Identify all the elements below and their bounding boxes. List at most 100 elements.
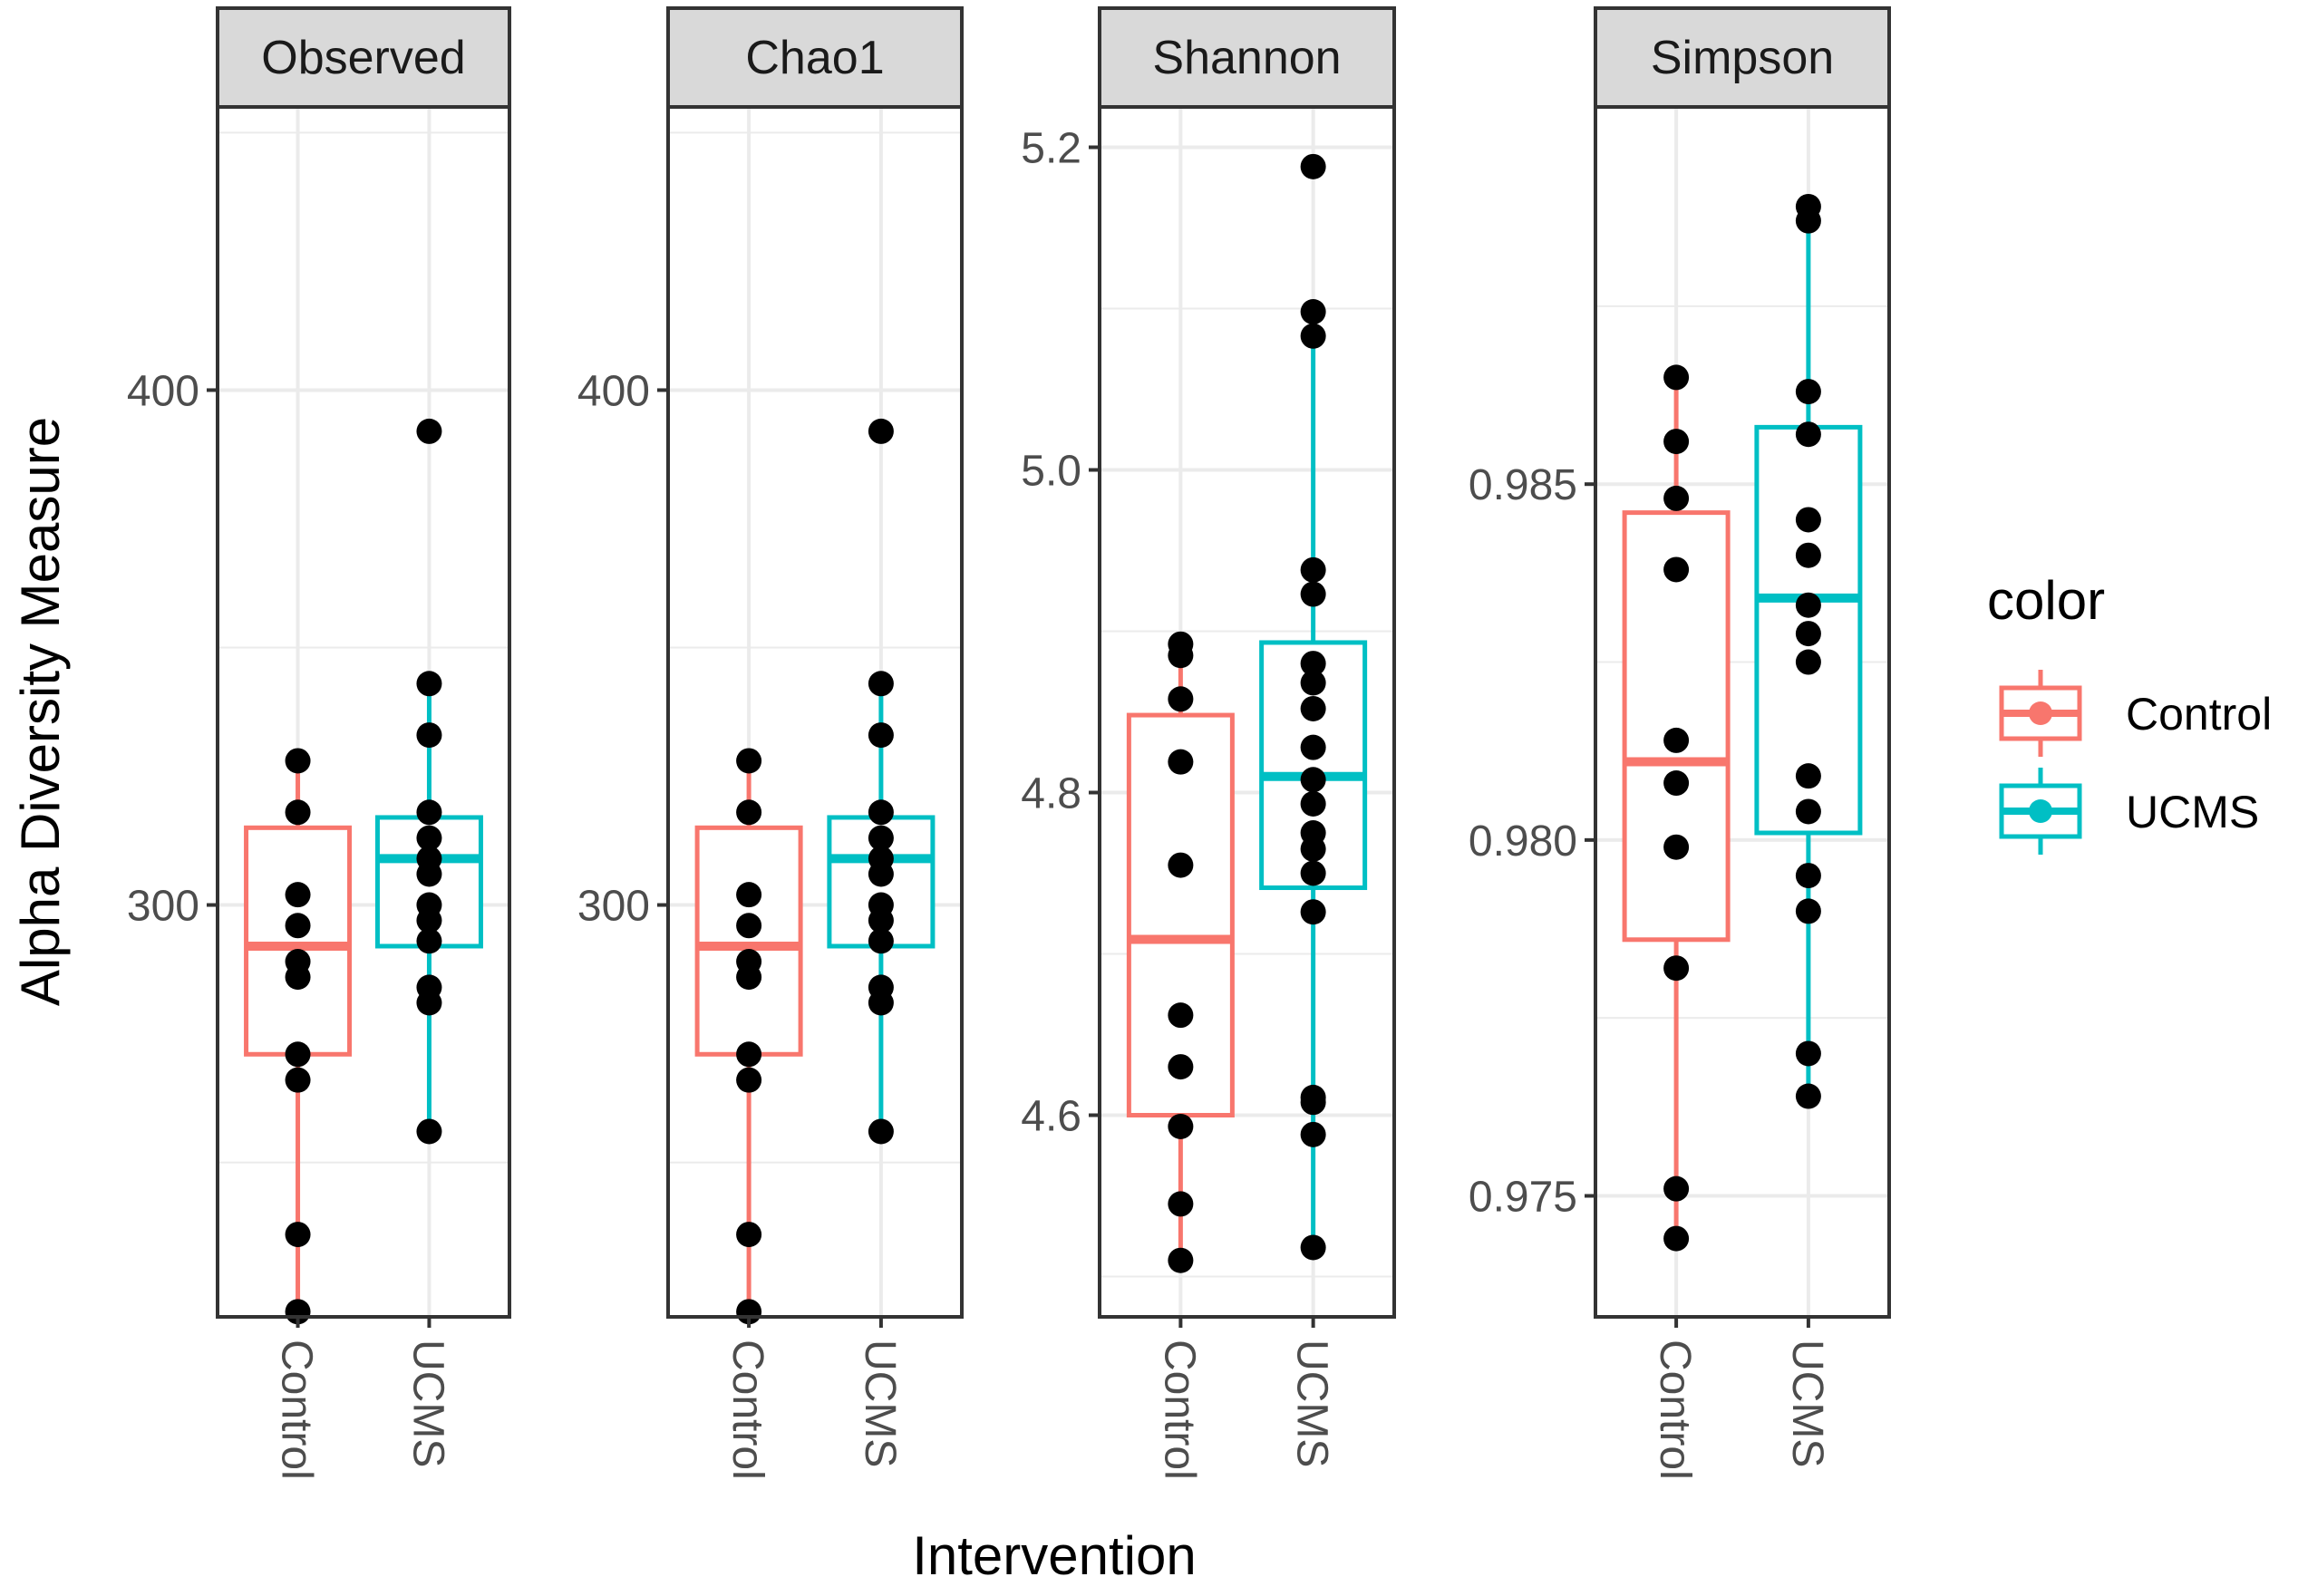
legend-key-point [2029, 799, 2052, 823]
data-point-control [1168, 1113, 1194, 1139]
data-point-ucms [1795, 507, 1821, 533]
legend-key-point [2029, 701, 2052, 725]
y-tick-label: 4.8 [1021, 770, 1081, 818]
data-point-control [1168, 1247, 1194, 1273]
x-axis-title: Intervention [912, 1525, 1197, 1586]
data-point-control [736, 882, 762, 908]
data-point-ucms [1795, 763, 1821, 789]
data-point-ucms [1300, 1234, 1326, 1261]
data-point-control [1663, 429, 1690, 455]
data-point-ucms [416, 974, 442, 1001]
data-point-control [285, 949, 311, 975]
strip-title: Simpson [1651, 32, 1834, 84]
x-tick-label-ucms: UCMS [403, 1340, 451, 1467]
box-control [1622, 377, 1731, 1239]
data-point-ucms [868, 1118, 894, 1145]
data-point-control [736, 1067, 762, 1093]
data-point-control [736, 1041, 762, 1068]
data-point-control [1663, 1225, 1690, 1252]
data-point-ucms [1300, 820, 1326, 846]
x-tick-label-ucms: UCMS [856, 1340, 904, 1467]
y-tick-label: 4.6 [1021, 1093, 1081, 1141]
data-point-control [285, 1041, 311, 1068]
y-tick-label: 300 [577, 883, 650, 931]
legend-item-ucms: UCMS [1999, 768, 2259, 855]
strip-observed [216, 6, 511, 109]
data-point-control [736, 799, 762, 826]
data-point-ucms [1300, 767, 1326, 793]
data-point-control [1168, 852, 1194, 878]
data-point-ucms [868, 892, 894, 918]
data-point-control [1168, 1191, 1194, 1217]
data-point-ucms [416, 418, 442, 444]
strip-title: Chao1 [745, 32, 884, 84]
data-point-ucms [416, 928, 442, 954]
legend: color Control UCMS [1987, 570, 2272, 855]
data-point-control [1663, 727, 1690, 753]
strip-chao1 [666, 6, 964, 109]
y-axis-title: Alpha Diversity Measure [10, 417, 71, 1006]
data-point-ucms [1795, 592, 1821, 618]
data-point-control [1663, 1175, 1690, 1202]
data-point-ucms [868, 846, 894, 872]
panel-chao1: Chao1 300 400 Control UCMS [577, 6, 964, 1480]
data-point-control [1663, 485, 1690, 511]
data-point-control [1168, 631, 1194, 657]
data-point-ucms [1300, 581, 1326, 607]
data-point-ucms [868, 825, 894, 851]
strip-title: Shannon [1152, 32, 1341, 84]
data-point-control [1663, 770, 1690, 797]
data-point-ucms [1300, 323, 1326, 349]
data-point-ucms [1300, 860, 1326, 886]
panel-observed: Observed 300 400 Control UCMS [127, 6, 511, 1480]
panel-background [668, 107, 962, 1317]
data-point-ucms [1795, 798, 1821, 825]
data-point-ucms [416, 1118, 442, 1145]
data-point-ucms [1795, 1040, 1821, 1067]
x-tick-label-control: Control [273, 1340, 321, 1480]
data-point-control [1663, 955, 1690, 982]
data-point-ucms [1795, 621, 1821, 647]
data-point-ucms [416, 846, 442, 872]
data-point-ucms [1300, 899, 1326, 925]
data-point-ucms [1795, 898, 1821, 924]
data-point-control [1663, 834, 1690, 860]
y-tick-label: 300 [127, 883, 199, 931]
data-point-ucms [1300, 695, 1326, 721]
y-tick-label: 400 [127, 367, 199, 415]
data-point-ucms [868, 418, 894, 444]
data-point-control [736, 913, 762, 939]
data-point-ucms [1300, 153, 1326, 179]
data-point-ucms [1300, 299, 1326, 325]
y-tick-label: 0.980 [1469, 817, 1577, 866]
data-point-ucms [868, 974, 894, 1001]
box-iqr [694, 825, 803, 1057]
data-point-ucms [416, 671, 442, 697]
data-point-ucms [1300, 1084, 1326, 1110]
data-point-ucms [1300, 651, 1326, 677]
data-point-ucms [1300, 790, 1326, 817]
box-iqr [244, 825, 353, 1057]
legend-label: Control [2126, 689, 2272, 740]
box-control [244, 760, 353, 1312]
legend-title: color [1987, 570, 2105, 631]
data-point-ucms [868, 671, 894, 697]
data-point-ucms [1300, 734, 1326, 760]
data-point-ucms [1300, 1121, 1326, 1147]
facet-panels: Observed 300 400 Control UCMS Chao1 300 400 Cont… [127, 6, 1891, 1480]
data-point-control [285, 748, 311, 774]
data-point-control [1168, 749, 1194, 775]
x-tick-label-control: Control [1155, 1340, 1203, 1480]
data-point-ucms [1795, 421, 1821, 448]
data-point-control [285, 913, 311, 939]
data-point-ucms [1300, 556, 1326, 583]
data-point-ucms [1795, 649, 1821, 675]
data-point-control [736, 949, 762, 975]
data-point-control [1168, 1002, 1194, 1029]
data-point-ucms [868, 928, 894, 954]
data-point-control [285, 799, 311, 826]
data-point-ucms [416, 825, 442, 851]
legend-item-control: Control [1999, 670, 2272, 757]
data-point-ucms [416, 722, 442, 749]
y-tick-label: 400 [577, 367, 650, 415]
